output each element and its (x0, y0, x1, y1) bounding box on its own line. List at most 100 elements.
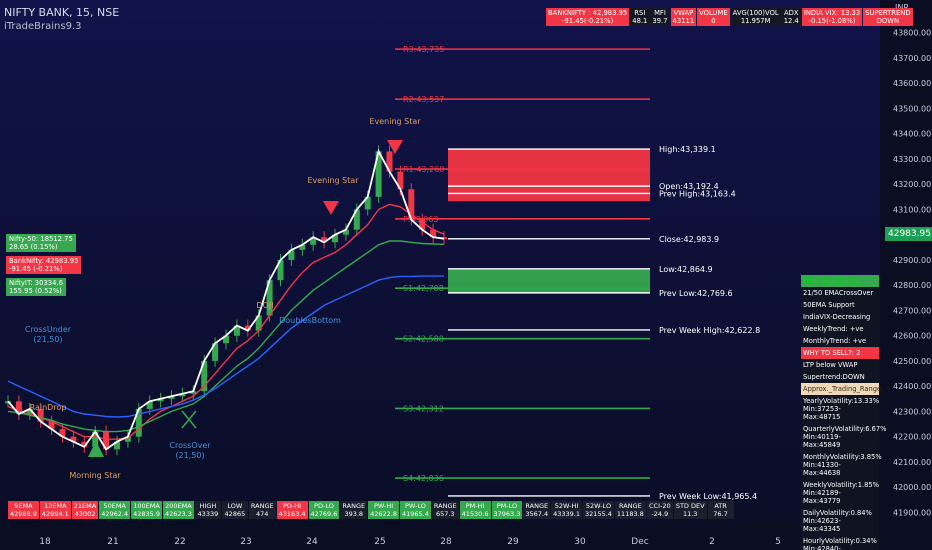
candle-body (59, 429, 66, 437)
indicator-label: 200EMA (165, 502, 192, 510)
indicator-cell: PD-HI 43163.4 (276, 501, 308, 519)
indicator-label: PM-LO (496, 502, 518, 510)
index-box: BankNifty: 42983.95 -91.45 (-0.21%) (6, 256, 82, 274)
indicator-label: RANGE (250, 502, 274, 510)
indicator-label: CCI-20 (649, 502, 671, 510)
indicator-name: iTradeBrains9.3 (4, 21, 82, 32)
x-axis-tick-label: 22 (174, 537, 185, 547)
y-axis-tick-label: 42000.00 (893, 483, 931, 492)
reference-line-label: Prev Week Low:41,965.4 (659, 492, 757, 501)
reference-line-label: Low:42,864.9 (659, 265, 713, 274)
chart-annotation: Evening Star (369, 117, 421, 126)
hud-cell: VWAP 43111 (670, 8, 697, 26)
x-axis-panel (0, 522, 932, 550)
indicator-cell: RANGE 657.3 (431, 501, 459, 519)
x-axis-tick-label: 23 (240, 537, 251, 547)
y-axis-currency: INR (895, 3, 909, 12)
indicator-cell: RANGE 474 (248, 501, 276, 519)
last-price-tag: 42983.95 (885, 227, 932, 241)
signal-row: LTP below VWAP (801, 359, 879, 371)
chart-annotation-sub: (21,50) (175, 451, 204, 460)
y-axis-tick-label: 43200.00 (893, 180, 931, 189)
candle-body (299, 244, 306, 250)
indicator-value: 43163.4 (278, 510, 306, 518)
chart-annotation: DoublesBottom (279, 316, 341, 325)
indicator-value: 42994.1 (41, 510, 69, 518)
chart-annotation: CrossOver (169, 441, 211, 450)
hud-cell-label: BANKNIFTY : 42,983.95 (548, 9, 628, 17)
indicator-label: LOW (227, 502, 243, 510)
indicator-label: 100EMA (133, 502, 160, 510)
signal-text: WHY TO BUY?: 3 (803, 277, 859, 285)
signal-row: 21/50 EMACrossOver (801, 287, 879, 299)
indicator-label: PD-LO (314, 502, 334, 510)
signal-row: MonthlyVolatility:3.85% Min:41330-Max:446… (801, 451, 882, 479)
series-line (7, 240, 445, 433)
y-axis-tick-label: 42600.00 (893, 332, 931, 341)
indicator-label: 52W-HI (554, 502, 579, 510)
indicator-value: 42835.9 (133, 510, 160, 518)
hud-cell: AVG(100)VOL 11.957M (730, 8, 781, 26)
signal-text: LTP below VWAP (803, 361, 858, 369)
index-box-line: BankNifty: 42983.95 (9, 257, 79, 265)
signal-text: Supertrend:DOWN (803, 373, 865, 381)
indicator-value: 474 (256, 510, 269, 518)
x-axis-tick-label: 2 (709, 537, 715, 547)
hud-cell-label: VWAP (673, 9, 694, 17)
signal-text: 50EMA Support (803, 301, 855, 309)
candle-body (15, 401, 22, 414)
pivot-level-label: R3:43,735 (403, 45, 444, 54)
symbol-line: NIFTY BANK, 15, NSE (4, 6, 120, 19)
indicator-value: 42769.6 (310, 510, 338, 518)
indicator-value: 42962.4 (101, 510, 129, 518)
support-zone (448, 268, 650, 293)
indicator-cell: RANGE 3567.4 (523, 501, 551, 519)
x-axis-tick-label: 28 (440, 537, 452, 547)
indicator-label: 50EMA (103, 502, 126, 510)
reference-line-label: Close:42,983.9 (659, 235, 719, 244)
index-box-change: 155.95 (0.52%) (9, 287, 62, 295)
indicator-cell: 100EMA 42835.9 (131, 501, 162, 519)
candle-body (255, 315, 262, 331)
chart-annotation: CrossUnder (25, 325, 72, 334)
signal-panel: WHY TO BUY?: 3 21/50 EMACrossOver 50EMA Su… (801, 275, 887, 550)
candle-body (26, 408, 33, 414)
indicator-cell: PW-LO 41965.4 (400, 501, 431, 519)
y-axis-tick-label: 43500.00 (893, 104, 931, 113)
indicator-value: 43002 (74, 510, 96, 518)
candle-body (168, 396, 175, 399)
signal-row: HourlyVolatility:0.34%Min:42840-Max:4312… (801, 535, 879, 550)
candle-body (179, 393, 186, 397)
indicator-label: HIGH (199, 502, 217, 510)
hud-cell-label: AVG(100)VOL (732, 9, 779, 17)
indicator-cell: HIGH 43339 (194, 501, 221, 519)
series-line (7, 148, 445, 451)
pivot-level-label: S2:42,588 (403, 335, 444, 344)
sell-triangle (387, 140, 403, 154)
pivot-level-label: S1:42,788 (403, 284, 444, 293)
signal-text: MonthlyVolatility:3.85% (803, 453, 882, 461)
x-axis-tick-label: 18 (39, 537, 51, 547)
sell-triangle (323, 201, 339, 215)
top-stats-bar: BANKNIFTY : 42,983.95 -91.45(-0.21%) RSI 48… (546, 8, 913, 26)
signal-text: QuarterlyVolatility:6.67% (803, 425, 887, 433)
y-axis-tick-label: 43600.00 (893, 79, 931, 88)
reference-line-label: Open:43,192.4 (659, 182, 719, 191)
signal-text: Approx._Trading_Range: (803, 385, 884, 393)
indicator-label: STD DEV (675, 502, 705, 510)
signal-row: YearlyVolatility:13.33% Min:37253-Max:487… (801, 395, 879, 423)
index-box-line: Nifty-50: 18512.75 (9, 235, 73, 243)
indicator-value: 37963.3 (493, 510, 521, 518)
hud-cell-value: 12.4 (783, 17, 799, 25)
signal-row: WHY TO BUY?: 3 (801, 275, 879, 287)
indicator-value: 11183.8 (616, 510, 644, 518)
indicator-label: 52W-LO (585, 502, 612, 510)
candle-body (81, 441, 88, 447)
pivot-level-label: P:43,063 (403, 215, 439, 224)
hud-cell-value: 39.7 (652, 17, 668, 25)
hud-cell: BANKNIFTY : 42,983.95 -91.45(-0.21%) (546, 8, 630, 26)
hud-cell: INDIA VIX: 13.33 -0.15(-1.08%) (801, 8, 863, 26)
signal-text: YearlyVolatility:13.33% (803, 397, 880, 405)
indicator-label: PM-HI (465, 502, 485, 510)
